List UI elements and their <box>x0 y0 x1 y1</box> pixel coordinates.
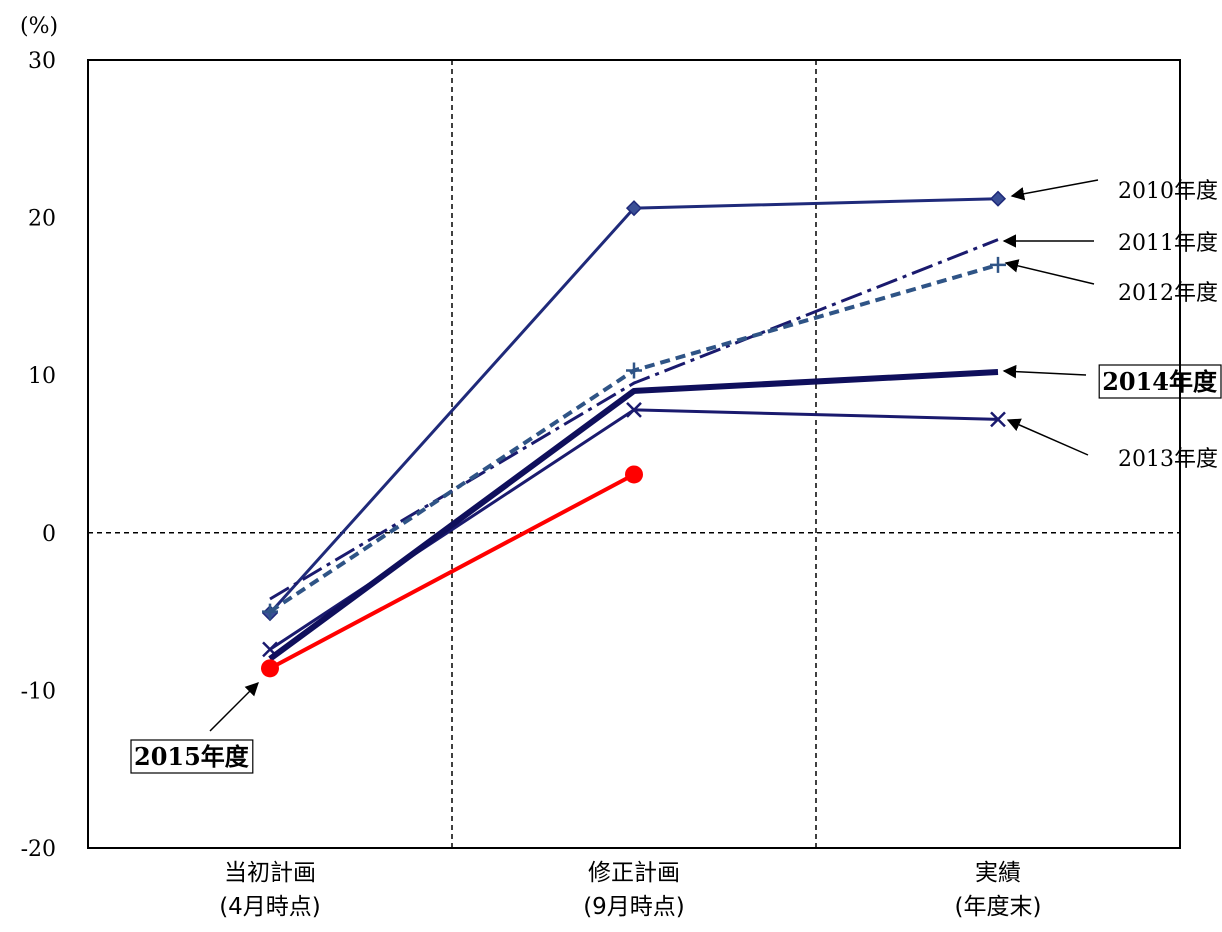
series-annotation-label: 2014年度 <box>1102 367 1218 396</box>
series-annotation-label: 2010年度 <box>1118 179 1218 204</box>
series-annotations: 2010年度 2011年度 2012年度 2013年度 2014年度 2015年度 <box>130 179 1222 774</box>
data-point-marker <box>989 190 1007 207</box>
annotation-arrow <box>1004 259 1095 285</box>
series-annotation-label: 2013年度 <box>1118 447 1218 472</box>
annotation-label-box <box>1098 364 1222 399</box>
data-point-marker <box>262 603 278 620</box>
y-tick-label: -10 <box>21 679 56 704</box>
data-point-marker <box>625 465 643 484</box>
x-category-label: 修正計画 <box>588 860 680 886</box>
series-line <box>268 369 999 662</box>
y-tick-label: 0 <box>42 522 56 547</box>
series-line <box>269 408 999 651</box>
y-tick-label: -20 <box>21 837 56 862</box>
series-annotation-label: 2012年度 <box>1118 281 1218 306</box>
series-line <box>269 472 635 671</box>
series-annotation-label: 2015年度 <box>134 742 250 771</box>
y-tick-label: 10 <box>28 364 56 389</box>
annotation-label-background <box>1116 281 1220 306</box>
series-line <box>269 238 999 601</box>
annotation-arrow <box>1002 364 1087 379</box>
data-point-marker <box>990 256 1006 273</box>
y-axis-ticks: 30 20 10 0 -10 -20 <box>21 49 56 862</box>
y-tick-label: 30 <box>28 49 56 74</box>
gridlines <box>88 60 1180 848</box>
x-category-label: 実績 <box>975 860 1021 886</box>
annotation-label-background <box>1116 447 1220 472</box>
annotation-arrow <box>1010 179 1099 201</box>
annotation-label-background <box>1116 231 1220 256</box>
data-point-marker <box>626 401 642 418</box>
x-category-sublabel: (年度末) <box>955 894 1042 920</box>
x-category-sublabel: (9月時点) <box>583 894 685 920</box>
annotation-label-background <box>1116 179 1220 204</box>
data-point-marker <box>626 362 642 379</box>
y-tick-label: 20 <box>28 207 56 232</box>
series-annotation-label: 2011年度 <box>1118 231 1218 256</box>
x-category-sublabel: (4月時点) <box>219 894 321 920</box>
annotation-arrow <box>1006 418 1089 456</box>
data-point-marker <box>625 200 643 217</box>
y-axis-unit-label: (%) <box>20 14 58 39</box>
data-point-marker <box>261 659 279 678</box>
series-line <box>268 262 999 614</box>
plot-area-frame <box>87 59 1181 849</box>
data-point-marker <box>990 411 1006 428</box>
series-lines <box>261 190 1007 678</box>
series-line <box>268 197 999 615</box>
x-category-label: 当初計画 <box>224 860 316 886</box>
annotation-label-box <box>130 739 254 774</box>
annotation-arrow <box>209 682 259 732</box>
x-axis-categories: 当初計画 (4月時点) 修正計画 (9月時点) 実績 (年度末) <box>219 860 1041 920</box>
